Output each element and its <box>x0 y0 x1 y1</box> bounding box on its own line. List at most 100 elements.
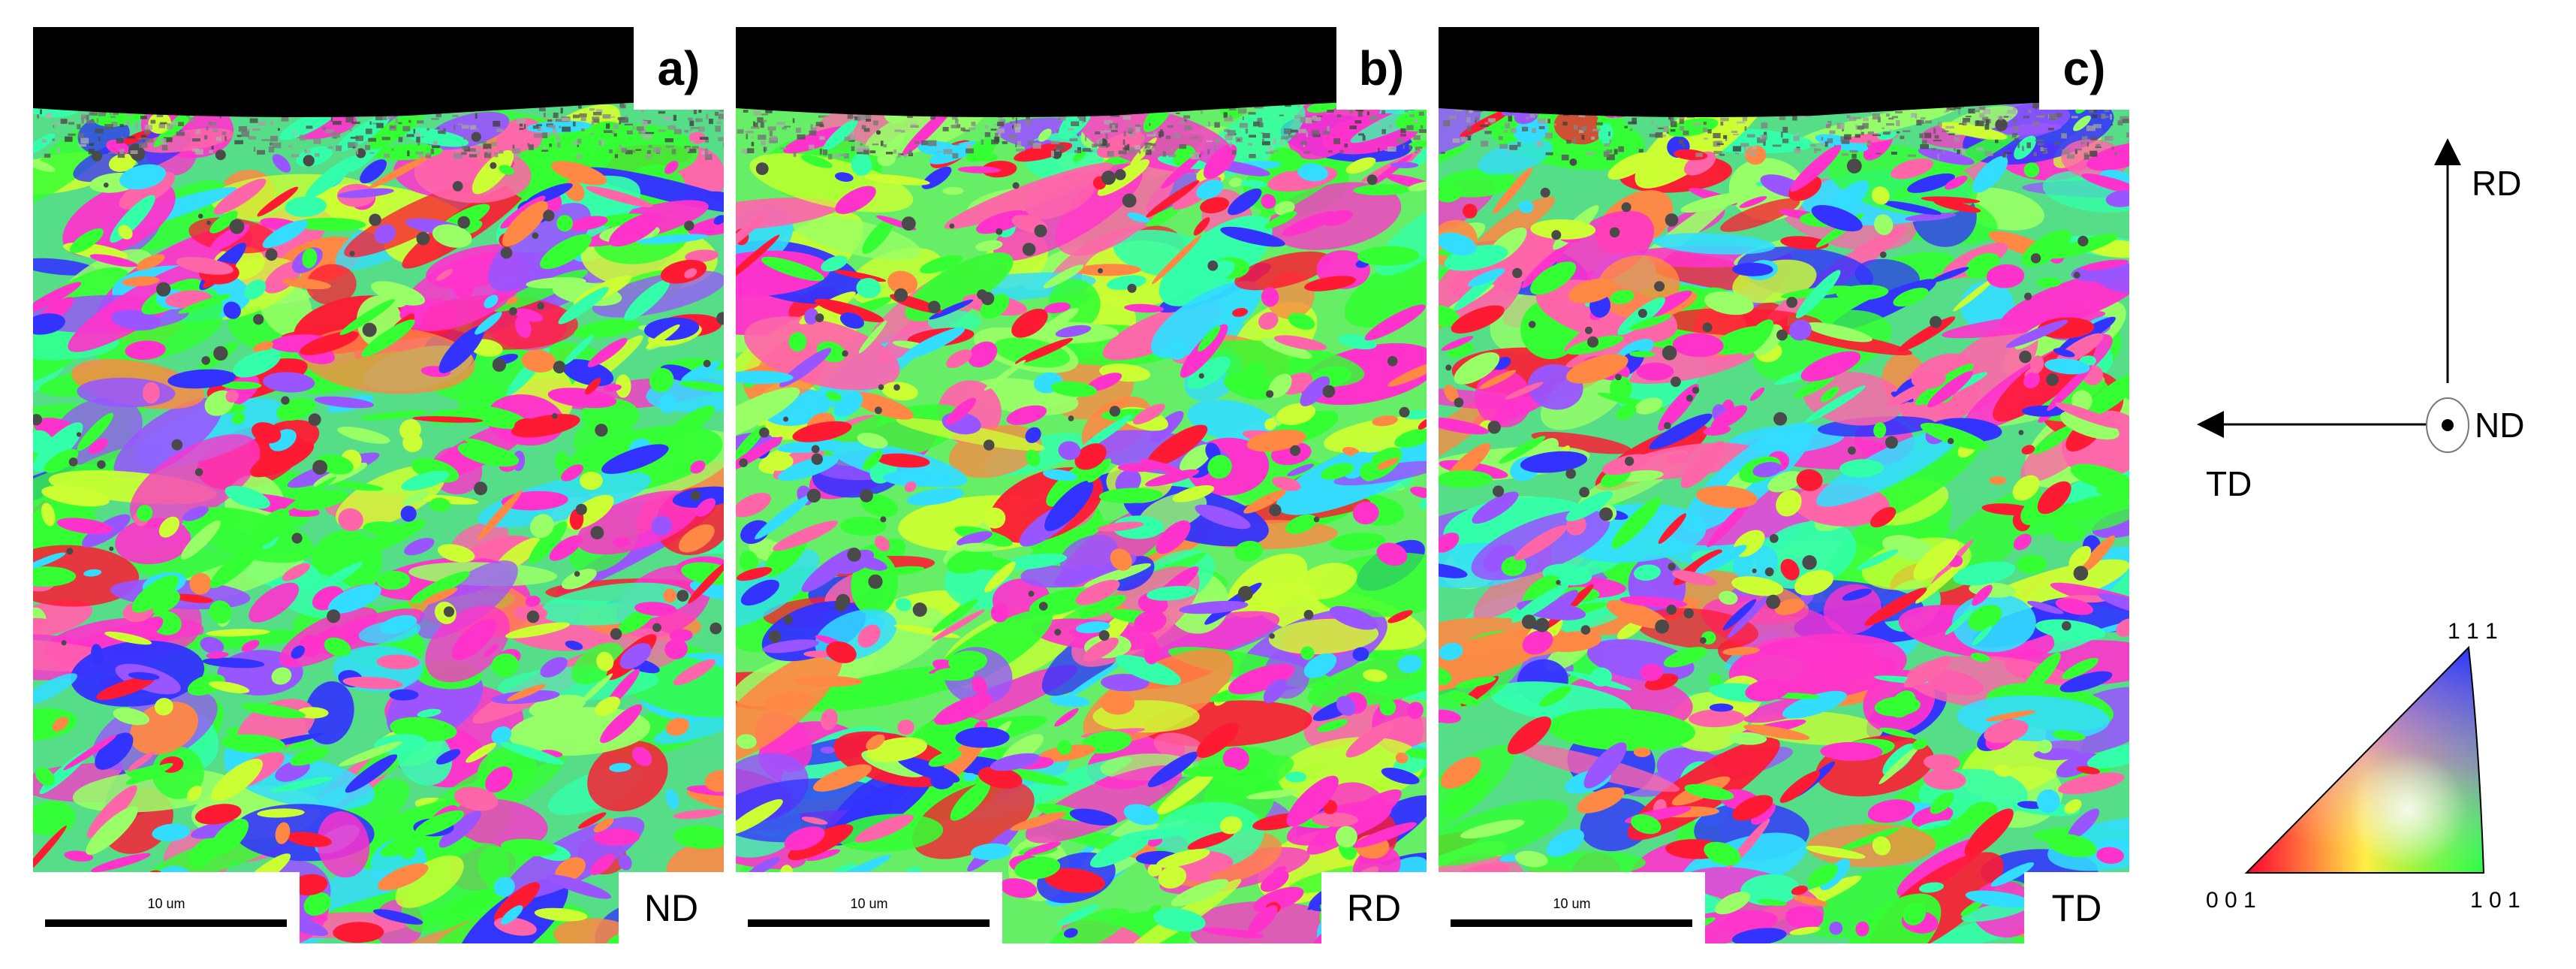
surface-noise <box>2095 143 2101 147</box>
grain <box>104 631 152 645</box>
grain <box>826 641 857 663</box>
grain <box>603 384 622 392</box>
surface-noise <box>1918 119 1924 124</box>
surface-noise <box>261 139 270 141</box>
grain <box>804 308 818 325</box>
grain <box>1439 667 1452 685</box>
surface-noise <box>592 116 600 120</box>
surface-noise <box>990 128 999 131</box>
grain <box>1042 469 1077 481</box>
grain <box>1501 556 1527 576</box>
grain <box>435 749 461 765</box>
surface-noise <box>1333 138 1340 144</box>
surface-noise <box>1772 144 1782 147</box>
surface-noise <box>1960 148 1966 154</box>
surface-noise <box>2074 149 2077 154</box>
surface-noise <box>1387 146 1396 152</box>
grain <box>1792 895 1828 907</box>
grain <box>529 521 568 564</box>
grain <box>784 826 825 851</box>
surface-noise <box>1782 126 1788 133</box>
grain <box>1807 864 1839 888</box>
surface-noise <box>1448 115 1457 119</box>
surface-noise <box>937 145 939 149</box>
surface-noise <box>1265 151 1274 154</box>
grain <box>1180 324 1228 378</box>
grain <box>300 331 359 355</box>
grain <box>1932 325 2038 417</box>
surface-noise <box>469 148 476 152</box>
surface-noise <box>414 116 419 118</box>
grain <box>1938 122 2008 140</box>
grain <box>35 767 55 786</box>
surface-noise <box>595 109 603 113</box>
surface-noise <box>369 121 372 125</box>
grain <box>2059 410 2120 440</box>
grain <box>1511 584 1569 623</box>
surface-noise <box>1782 138 1789 143</box>
grain <box>294 217 366 231</box>
surface-noise <box>1814 148 1821 151</box>
surface-noise <box>1856 125 1864 130</box>
grain <box>1282 211 1336 237</box>
surface-noise <box>1498 136 1503 140</box>
grain <box>1898 316 1956 352</box>
grain <box>241 640 260 652</box>
inclusion <box>1266 390 1274 398</box>
surface-noise <box>1897 131 1900 134</box>
surface-noise <box>53 125 55 128</box>
inclusion <box>2073 566 2089 581</box>
grain <box>1439 563 1468 578</box>
grain <box>1842 588 1872 601</box>
grain <box>578 673 613 705</box>
grain <box>801 547 858 593</box>
grain <box>1243 490 1286 514</box>
surface-noise <box>1312 130 1320 136</box>
surface-noise <box>2110 113 2112 120</box>
surface-noise <box>1545 118 1550 123</box>
surface-noise <box>810 124 813 130</box>
surface-noise <box>1713 140 1721 147</box>
grain <box>33 673 77 706</box>
surface-noise <box>110 116 116 119</box>
grain <box>1720 198 1800 232</box>
grain <box>282 278 331 290</box>
grain <box>2096 847 2124 864</box>
surface-noise <box>2054 141 2060 145</box>
surface-noise <box>1122 147 1128 150</box>
grain <box>96 675 155 700</box>
grain <box>514 308 544 322</box>
surface-noise <box>942 127 949 131</box>
grain <box>2021 445 2035 455</box>
surface-noise <box>1944 111 1948 113</box>
grain <box>120 130 152 146</box>
grain <box>339 299 396 335</box>
grain <box>1444 385 1459 403</box>
surface-noise <box>810 127 817 132</box>
surface-noise <box>1827 138 1833 143</box>
grain <box>736 250 830 297</box>
inclusion <box>1528 321 1536 328</box>
surface-noise <box>416 132 420 137</box>
surface-noise <box>2054 118 2058 120</box>
grain <box>33 282 82 313</box>
surface-noise <box>1104 119 1113 125</box>
grain <box>2055 403 2122 429</box>
surface-noise <box>2010 136 2014 139</box>
surface-noise <box>1867 131 1874 134</box>
inclusion <box>1587 336 1598 348</box>
grain <box>1704 841 1741 866</box>
inclusion <box>836 593 851 608</box>
grain <box>302 248 318 269</box>
grain <box>1820 741 1883 762</box>
surface-noise <box>698 107 702 113</box>
surface-noise <box>56 147 60 153</box>
grain <box>1083 637 1119 662</box>
surface-noise <box>555 119 562 122</box>
surface-noise <box>270 121 274 125</box>
surface-noise <box>1010 121 1012 124</box>
surface-noise <box>1487 118 1496 122</box>
grain <box>429 497 451 512</box>
surface-noise <box>1418 111 1424 116</box>
surface-noise <box>1921 140 1927 144</box>
